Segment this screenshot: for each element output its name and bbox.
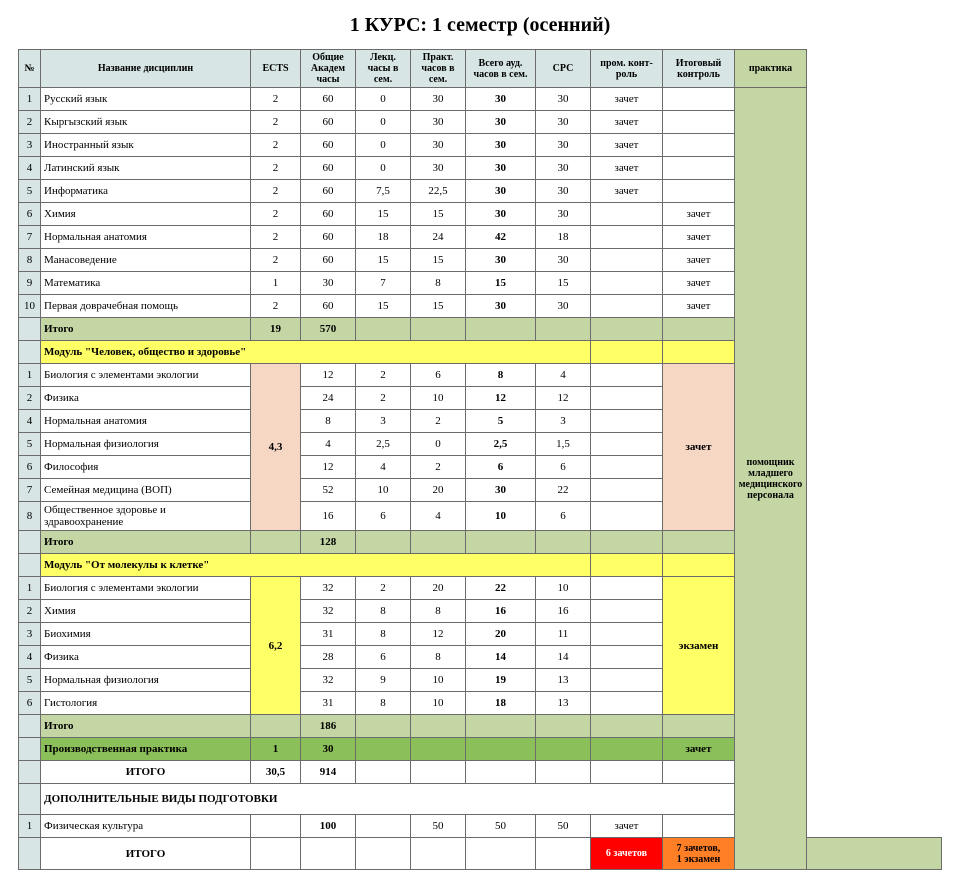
hdr-prk: Практ. часов в сем. — [411, 50, 466, 88]
hdr-crc: СРС — [536, 50, 591, 88]
title-paren: осенний — [530, 14, 604, 36]
hdr-lec: Лекц. часы в сем. — [356, 50, 411, 88]
hdr-prak: практика — [735, 50, 807, 88]
title-suffix: ) — [604, 14, 611, 36]
practice-merged-cell: помощник младшего медицинского персонала — [735, 88, 807, 870]
table-row: 1Русский язык2600303030зачетпомощник мла… — [19, 88, 942, 111]
hdr-num: № — [19, 50, 41, 88]
header-row: № Название дисциплин ECTS Общие Академ ч… — [19, 50, 942, 88]
curriculum-table: № Название дисциплин ECTS Общие Академ ч… — [18, 49, 942, 870]
page-title: 1 КУРС: 1 семестр (осенний) — [18, 14, 942, 37]
hdr-name: Название дисциплин — [41, 50, 251, 88]
hdr-pk: пром. конт-роль — [591, 50, 663, 88]
hdr-ik: Итоговый контроль — [663, 50, 735, 88]
hdr-aud: Всего ауд. часов в сем. — [466, 50, 536, 88]
hdr-hours: Общие Академ часы — [301, 50, 356, 88]
title-prefix: 1 КУРС: 1 семестр ( — [350, 14, 530, 36]
hdr-ects: ECTS — [251, 50, 301, 88]
